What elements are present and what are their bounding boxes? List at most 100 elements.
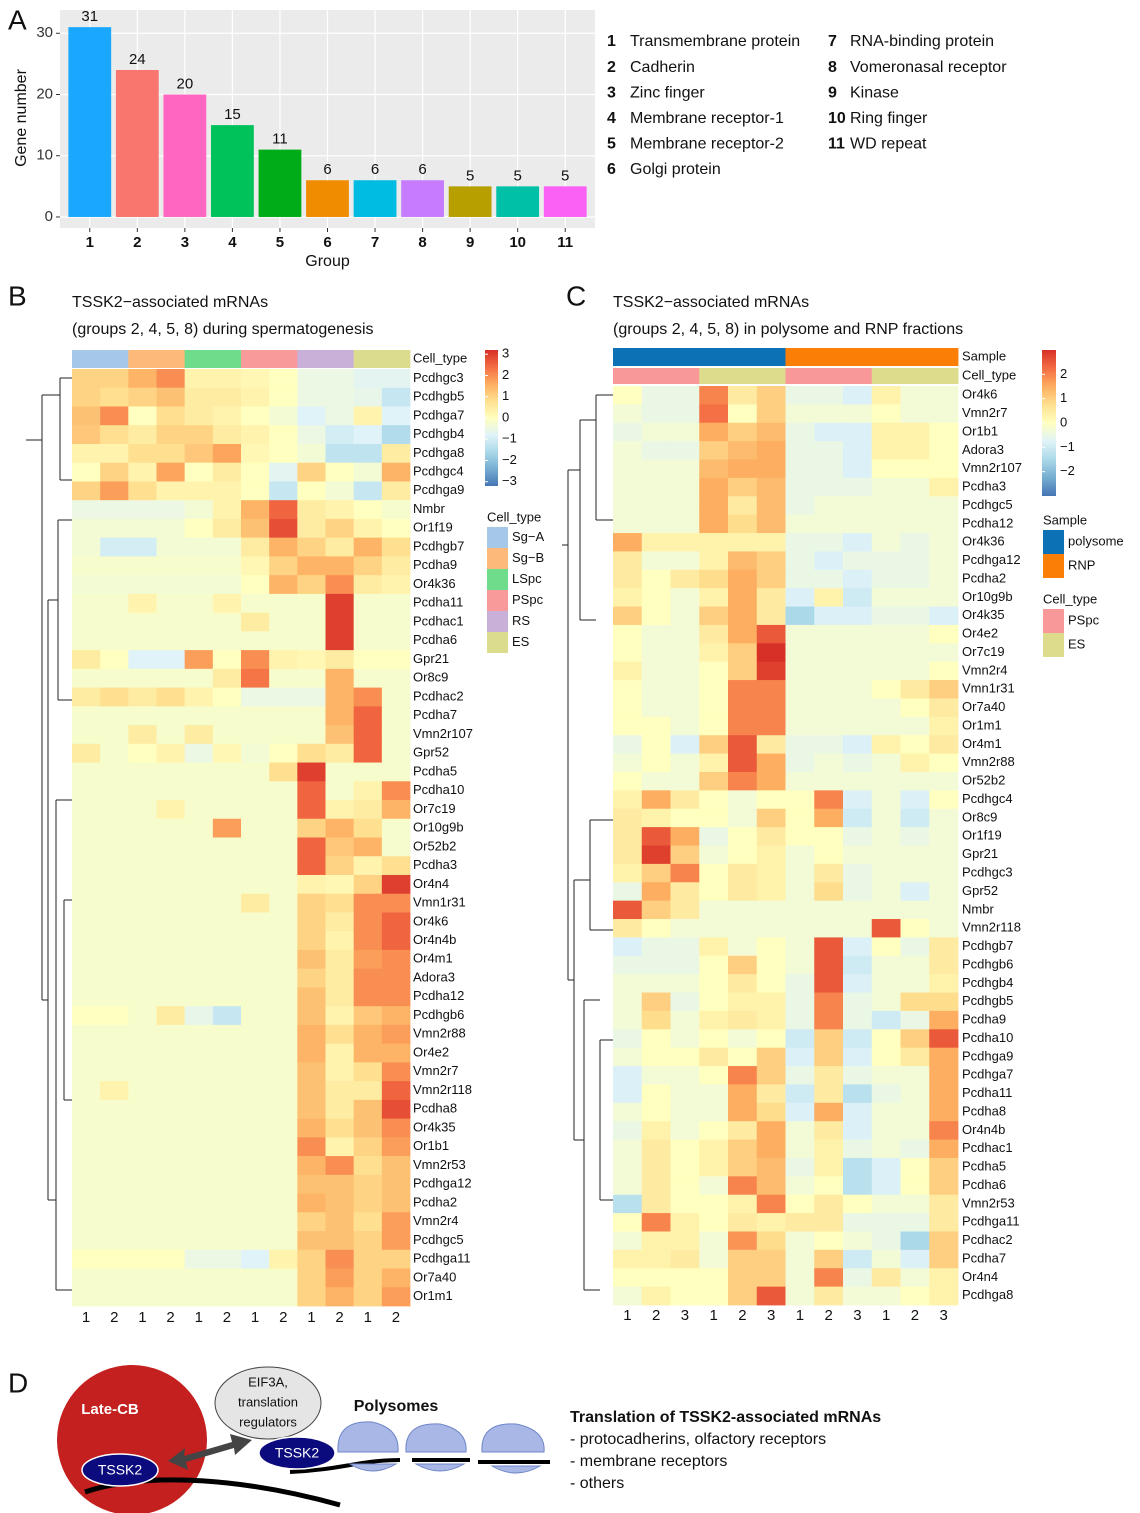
heatmap-cell bbox=[843, 1286, 873, 1306]
mrna bbox=[289, 1458, 550, 1474]
heatmap-cell bbox=[785, 533, 815, 552]
heatmap-cell bbox=[72, 837, 101, 857]
heatmap-cell bbox=[269, 762, 298, 782]
heatmap-cell bbox=[641, 661, 671, 681]
heatmap-cell bbox=[843, 735, 873, 754]
heatmap-cell bbox=[756, 477, 786, 497]
heatmap-cell bbox=[241, 1118, 270, 1138]
heatmap-cell bbox=[613, 1066, 643, 1085]
heatmap-cell bbox=[785, 459, 815, 479]
heatmap-cell bbox=[297, 1212, 326, 1232]
heatmap-cell bbox=[728, 955, 758, 975]
heatmap-cell bbox=[871, 1249, 901, 1269]
heatmap-cell bbox=[353, 518, 383, 539]
legend-swatch bbox=[1043, 554, 1064, 578]
heatmap-cell bbox=[641, 1157, 671, 1177]
heatmap-cell bbox=[613, 1047, 643, 1067]
heatmap-cell bbox=[641, 588, 671, 607]
heatmap-cell bbox=[241, 425, 270, 445]
heatmap-cell bbox=[381, 987, 411, 1007]
heatmap-cell bbox=[72, 687, 101, 707]
heatmap-cell bbox=[871, 477, 901, 497]
heatmap-cell bbox=[699, 496, 729, 516]
heatmap-cell bbox=[756, 919, 786, 938]
heatmap-cell bbox=[241, 1081, 270, 1101]
x-tick-label: 5 bbox=[276, 234, 284, 251]
heatmap-cell bbox=[728, 1249, 758, 1269]
heatmap-cell bbox=[212, 1062, 242, 1082]
heatmap-cell bbox=[325, 706, 355, 726]
legend-label: Ring finger bbox=[850, 110, 928, 127]
bar bbox=[68, 27, 112, 217]
annotation-cell bbox=[785, 348, 815, 366]
heatmap-cell bbox=[900, 753, 930, 773]
heatmap-cell bbox=[756, 1084, 786, 1104]
chart-title: (groups 2, 4, 5, 8) during spermatogenes… bbox=[72, 321, 374, 338]
heatmap-cell bbox=[156, 893, 186, 913]
heatmap-cell bbox=[900, 937, 930, 957]
heatmap-cell bbox=[325, 612, 355, 632]
heatmap-cell bbox=[785, 1139, 815, 1159]
heatmap-cell bbox=[699, 569, 729, 589]
heatmap-cell bbox=[156, 631, 186, 651]
heatmap-cell bbox=[325, 856, 355, 876]
heatmap-cell bbox=[843, 974, 873, 993]
column-label: 2 bbox=[738, 1307, 746, 1324]
color-tick-label: 1 bbox=[1060, 390, 1067, 405]
heatmap-cell bbox=[814, 827, 844, 846]
heatmap-cell bbox=[641, 624, 671, 644]
heatmap-cell bbox=[353, 781, 383, 801]
heatmap-cell bbox=[72, 556, 101, 576]
heatmap-cell bbox=[325, 462, 355, 482]
heatmap-cell bbox=[613, 588, 643, 607]
heatmap-cell bbox=[670, 606, 700, 626]
heatmap-cell bbox=[184, 1137, 214, 1157]
row-label: Or7c19 bbox=[413, 801, 456, 816]
heatmap-cell bbox=[297, 931, 326, 951]
legend-key: 5 bbox=[607, 136, 616, 153]
heatmap-cell bbox=[72, 387, 101, 407]
row-label: Pcdhac1 bbox=[413, 613, 464, 628]
heatmap-cell bbox=[900, 790, 930, 810]
heatmap-cell bbox=[72, 593, 101, 614]
heatmap-cell bbox=[128, 462, 157, 482]
heatmap-cell bbox=[100, 987, 129, 1007]
heatmap-cell bbox=[843, 1010, 873, 1030]
heatmap-cell bbox=[900, 845, 930, 865]
heatmap-cell bbox=[699, 1029, 729, 1049]
heatmap-cell bbox=[128, 1118, 157, 1138]
heatmap-cell bbox=[297, 874, 326, 895]
heatmap-cell bbox=[100, 406, 129, 426]
heatmap-cell bbox=[381, 1287, 411, 1307]
heatmap-cell bbox=[871, 422, 901, 442]
heatmap-cell bbox=[297, 387, 326, 407]
heatmap-cell bbox=[871, 661, 901, 681]
heatmap-cell bbox=[381, 612, 411, 632]
heatmap-cell bbox=[325, 912, 355, 932]
heatmap-cell bbox=[728, 753, 758, 773]
heatmap-cell bbox=[241, 1024, 270, 1045]
heatmap-cell bbox=[269, 1174, 298, 1194]
heatmap-cell bbox=[613, 753, 643, 773]
heatmap-cell bbox=[756, 1213, 786, 1232]
heatmap-cell bbox=[128, 725, 157, 745]
row-label: Pcdha6 bbox=[413, 632, 457, 647]
column-label: 2 bbox=[652, 1307, 660, 1324]
heatmap-cell bbox=[613, 459, 643, 479]
tssk2-node bbox=[258, 1436, 336, 1470]
heatmap-cell bbox=[843, 790, 873, 810]
heatmap-cell bbox=[929, 1268, 959, 1288]
heatmap-cell bbox=[814, 606, 844, 626]
heatmap-cell bbox=[900, 422, 930, 442]
heatmap-cell bbox=[297, 856, 326, 876]
ribosome bbox=[348, 1463, 398, 1472]
heatmap-cell bbox=[785, 1047, 815, 1067]
heatmap-cell bbox=[900, 1010, 930, 1030]
heatmap-cell bbox=[756, 937, 786, 957]
heatmap-cell bbox=[156, 537, 186, 557]
row-label: Pcdhgc4 bbox=[962, 791, 1013, 806]
heatmap-cell bbox=[814, 643, 844, 663]
heatmap-cell bbox=[128, 1156, 157, 1176]
heatmap-cell bbox=[184, 650, 214, 670]
heatmap-cell bbox=[929, 1121, 959, 1140]
